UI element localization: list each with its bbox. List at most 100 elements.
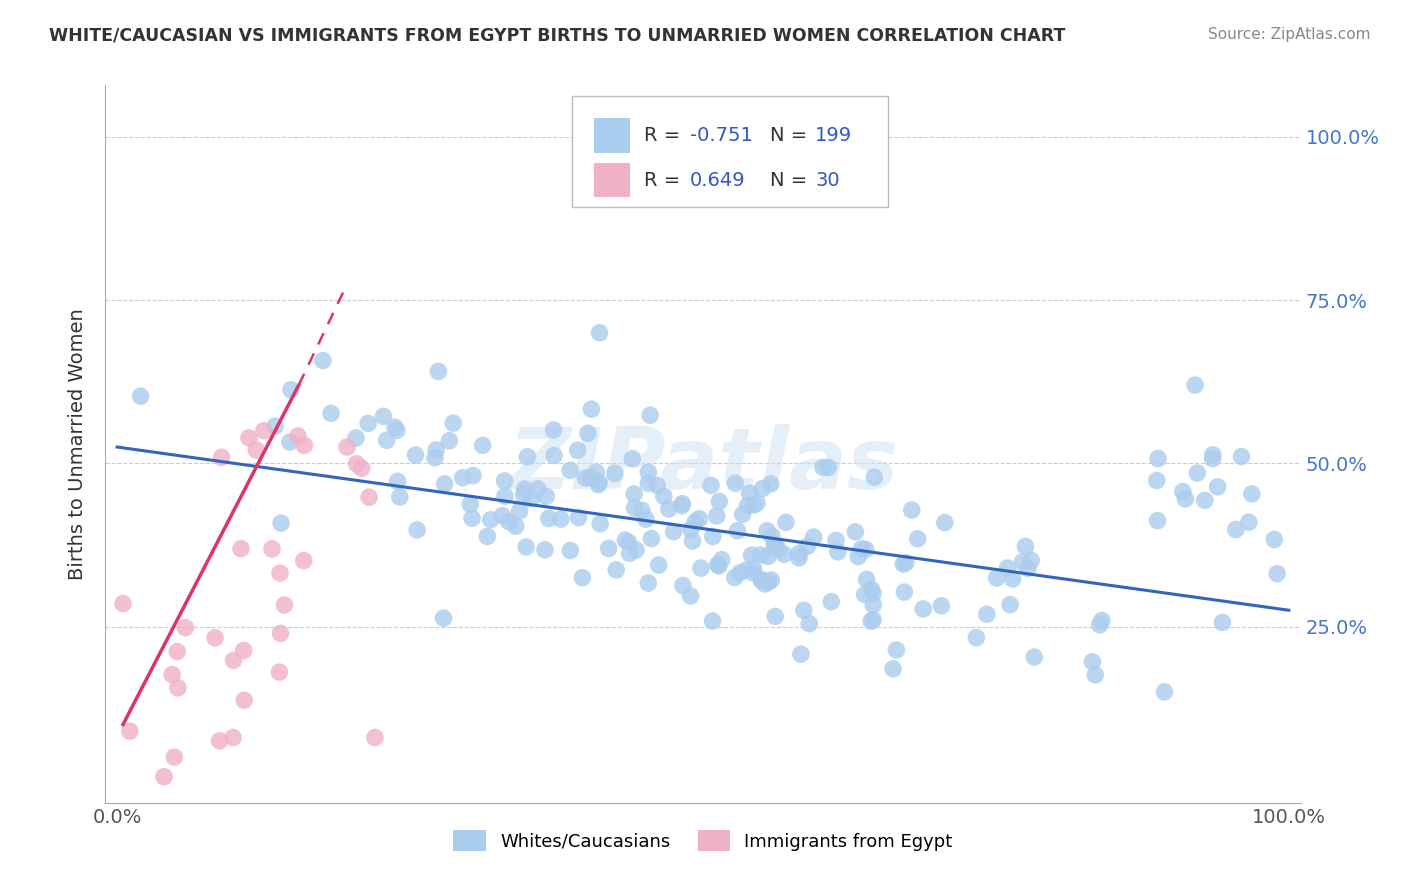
Point bbox=[560, 543, 582, 558]
Point bbox=[662, 524, 685, 539]
Point bbox=[385, 423, 408, 437]
Point bbox=[688, 511, 710, 525]
Point bbox=[846, 549, 869, 564]
Point bbox=[222, 731, 245, 745]
Text: -0.751: -0.751 bbox=[690, 127, 752, 145]
Point bbox=[631, 503, 654, 517]
Point bbox=[558, 463, 581, 477]
Point bbox=[292, 553, 315, 567]
Point bbox=[742, 566, 765, 580]
Point bbox=[166, 681, 188, 695]
Point bbox=[763, 538, 786, 552]
Point bbox=[763, 609, 786, 624]
Legend: Whites/Caucasians, Immigrants from Egypt: Whites/Caucasians, Immigrants from Egypt bbox=[446, 823, 960, 858]
Point bbox=[862, 586, 884, 600]
Point bbox=[1153, 685, 1175, 699]
Point bbox=[710, 552, 733, 566]
Point bbox=[204, 631, 226, 645]
Text: Source: ZipAtlas.com: Source: ZipAtlas.com bbox=[1208, 27, 1371, 42]
Point bbox=[652, 489, 675, 503]
Point bbox=[1184, 378, 1206, 392]
Point bbox=[860, 614, 883, 628]
Point bbox=[1174, 491, 1197, 506]
Point bbox=[756, 524, 779, 538]
Point bbox=[790, 647, 813, 661]
Point bbox=[862, 598, 884, 612]
Point bbox=[679, 523, 702, 537]
Point bbox=[637, 465, 659, 479]
Point bbox=[758, 574, 780, 589]
Point bbox=[742, 562, 765, 576]
Point bbox=[986, 571, 1008, 585]
Point bbox=[567, 443, 589, 458]
Point bbox=[706, 508, 728, 523]
Point bbox=[737, 499, 759, 513]
Point bbox=[751, 482, 773, 496]
Point bbox=[534, 489, 557, 503]
Point bbox=[1206, 480, 1229, 494]
Point bbox=[174, 621, 197, 635]
Point bbox=[357, 490, 380, 504]
Point bbox=[931, 599, 953, 613]
Point bbox=[738, 486, 761, 500]
Point bbox=[640, 532, 662, 546]
Point bbox=[731, 508, 754, 522]
Point bbox=[763, 539, 786, 553]
Point bbox=[702, 529, 724, 543]
Point bbox=[1146, 514, 1168, 528]
Point bbox=[634, 512, 657, 526]
Point bbox=[387, 475, 409, 489]
Text: N =: N = bbox=[770, 170, 814, 190]
Point bbox=[965, 631, 987, 645]
Point bbox=[976, 607, 998, 622]
Point bbox=[624, 542, 647, 557]
Point bbox=[724, 570, 747, 584]
Point bbox=[512, 488, 534, 502]
Point bbox=[344, 431, 367, 445]
Point bbox=[432, 611, 454, 625]
Text: R =: R = bbox=[644, 170, 688, 190]
Point bbox=[1001, 572, 1024, 586]
Point bbox=[787, 550, 810, 565]
Point bbox=[129, 389, 152, 403]
Point bbox=[433, 476, 456, 491]
Point bbox=[238, 431, 260, 445]
Point bbox=[621, 451, 644, 466]
Point bbox=[491, 508, 513, 523]
Point bbox=[690, 561, 713, 575]
Point bbox=[229, 541, 252, 556]
Point bbox=[728, 566, 751, 580]
Point bbox=[232, 643, 254, 657]
Text: WHITE/CAUCASIAN VS IMMIGRANTS FROM EGYPT BIRTHS TO UNMARRIED WOMEN CORRELATION C: WHITE/CAUCASIAN VS IMMIGRANTS FROM EGYPT… bbox=[49, 27, 1066, 45]
Point bbox=[638, 408, 661, 422]
Point bbox=[886, 643, 908, 657]
Point bbox=[260, 541, 283, 556]
Point bbox=[617, 535, 640, 549]
Point bbox=[851, 541, 873, 556]
Point bbox=[773, 547, 796, 561]
Point bbox=[364, 731, 387, 745]
Point bbox=[373, 409, 395, 424]
Point bbox=[515, 540, 537, 554]
Point bbox=[534, 542, 557, 557]
Point bbox=[740, 548, 762, 562]
Point bbox=[893, 585, 915, 599]
Point bbox=[623, 500, 645, 515]
Point bbox=[280, 383, 302, 397]
Point bbox=[706, 558, 728, 572]
Point bbox=[614, 533, 637, 548]
Point bbox=[253, 424, 276, 438]
Point bbox=[461, 511, 484, 525]
Point bbox=[589, 516, 612, 531]
Point bbox=[278, 435, 301, 450]
Point bbox=[647, 558, 669, 572]
Point bbox=[645, 478, 668, 492]
Point bbox=[820, 595, 842, 609]
Point bbox=[1265, 566, 1288, 581]
Text: ZIPatlas: ZIPatlas bbox=[508, 424, 898, 507]
Point bbox=[749, 548, 772, 562]
Point bbox=[658, 502, 681, 516]
Point bbox=[998, 598, 1021, 612]
Point bbox=[853, 587, 876, 601]
Point bbox=[513, 482, 536, 496]
